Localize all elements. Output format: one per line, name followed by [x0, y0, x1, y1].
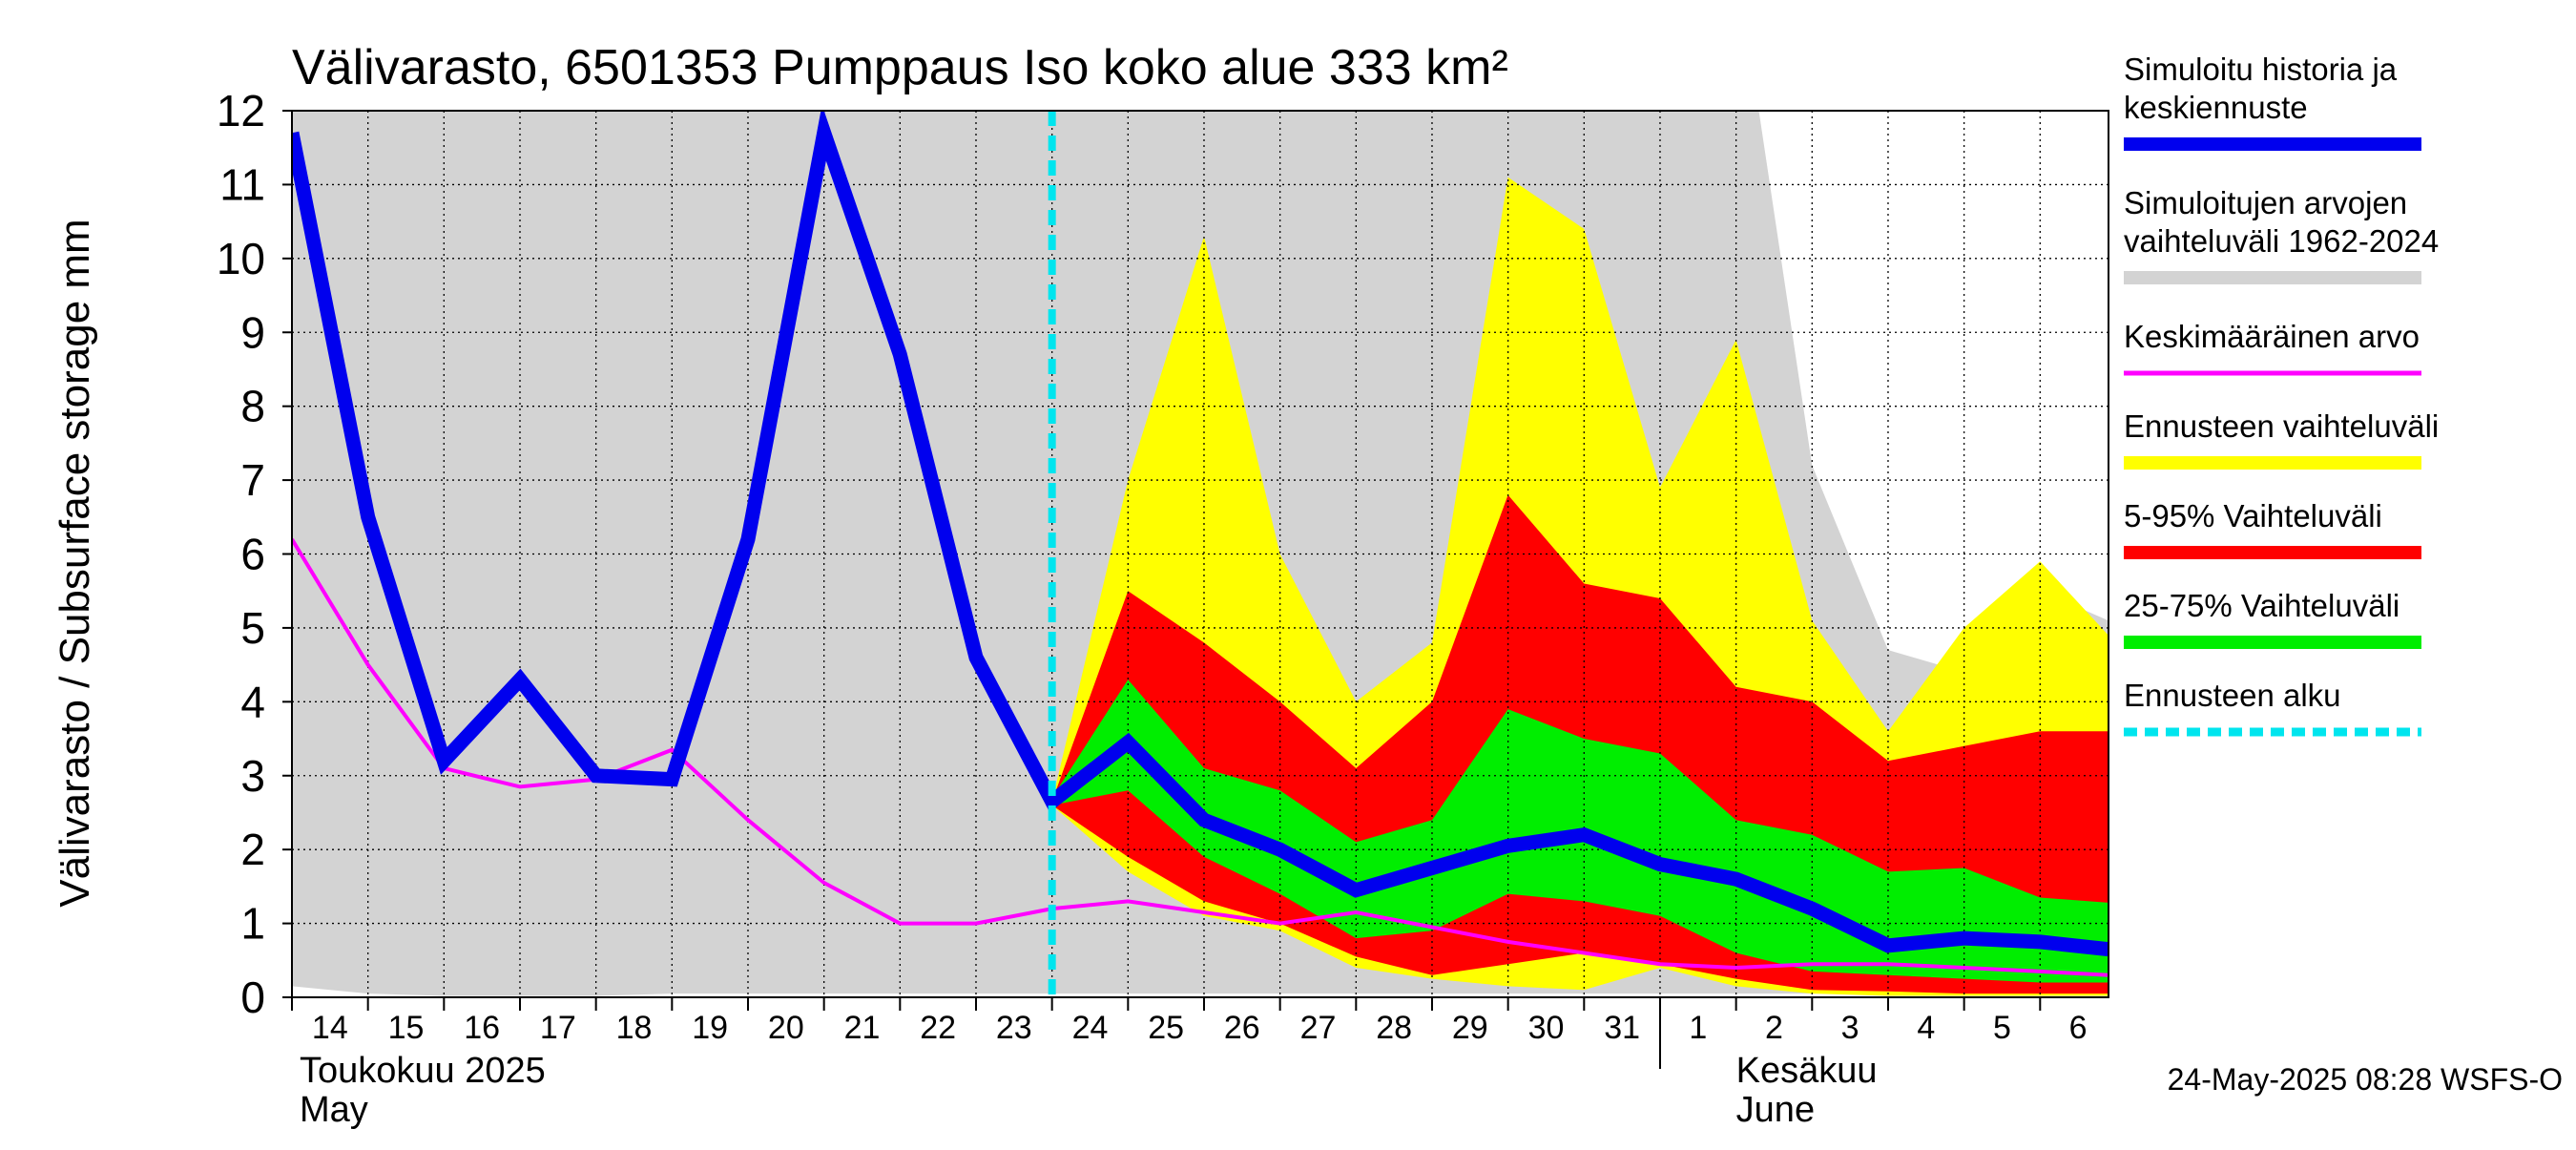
- y-tick-label: 8: [240, 382, 265, 431]
- legend-label: Simuloitujen arvojen: [2124, 185, 2407, 220]
- y-tick-label: 1: [240, 899, 265, 949]
- month-label-en: May: [300, 1090, 368, 1130]
- y-tick-label: 12: [217, 86, 265, 136]
- legend-label: Ennusteen alku: [2124, 678, 2341, 713]
- x-tick-label: 4: [1917, 1010, 1935, 1046]
- y-tick-label: 3: [240, 751, 265, 801]
- x-tick-label: 29: [1452, 1010, 1488, 1046]
- y-tick-label: 10: [217, 234, 265, 283]
- x-tick-label: 17: [540, 1010, 576, 1046]
- legend-label: Keskimääräinen arvo: [2124, 319, 2420, 354]
- x-tick-label: 19: [692, 1010, 728, 1046]
- x-tick-label: 25: [1148, 1010, 1184, 1046]
- x-tick-label: 27: [1300, 1010, 1337, 1046]
- legend-label: Ennusteen vaihteluväli: [2124, 408, 2439, 444]
- x-tick-label: 24: [1072, 1010, 1109, 1046]
- x-tick-label: 20: [768, 1010, 804, 1046]
- x-tick-label: 22: [920, 1010, 956, 1046]
- x-tick-label: 1: [1689, 1010, 1707, 1046]
- x-tick-label: 18: [616, 1010, 653, 1046]
- y-tick-label: 4: [240, 677, 265, 726]
- x-tick-label: 26: [1224, 1010, 1260, 1046]
- legend-label: 5-95% Vaihteluväli: [2124, 498, 2382, 533]
- y-tick-label: 2: [240, 825, 265, 874]
- x-tick-label: 16: [464, 1010, 500, 1046]
- y-tick-label: 5: [240, 603, 265, 653]
- x-tick-label: 2: [1765, 1010, 1783, 1046]
- series-line-simuloitu-historia-ja-keskiennuste: [292, 111, 2109, 957]
- x-tick-label: 28: [1376, 1010, 1412, 1046]
- x-tick-label: 23: [996, 1010, 1032, 1046]
- y-tick-label: 0: [240, 972, 265, 1022]
- legend-label: keskiennuste: [2124, 90, 2308, 125]
- x-tick-label: 31: [1604, 1010, 1640, 1046]
- month-label: Kesäkuu: [1736, 1051, 1878, 1091]
- legend-label: 25-75% Vaihteluväli: [2124, 588, 2399, 623]
- x-tick-label: 15: [388, 1010, 425, 1046]
- plot-content: [292, 111, 2109, 997]
- timestamp: 24-May-2025 08:28 WSFS-O: [2168, 1062, 2563, 1097]
- y-tick-label: 11: [219, 159, 265, 209]
- y-tick-label: 7: [240, 455, 265, 505]
- legend-label: Simuloitu historia ja: [2124, 52, 2398, 87]
- chart-title: Välivarasto, 6501353 Pumppaus Iso koko a…: [292, 40, 1508, 95]
- x-tick-label: 30: [1528, 1010, 1565, 1046]
- x-tick-label: 3: [1841, 1010, 1859, 1046]
- y-axis-label: Välivarasto / Subsurface storage mm: [52, 219, 98, 907]
- month-label: Toukokuu 2025: [300, 1051, 546, 1091]
- x-tick-label: 14: [312, 1010, 348, 1046]
- legend-label: vaihteluväli 1962-2024: [2124, 223, 2439, 259]
- month-label-en: June: [1736, 1090, 1815, 1130]
- y-tick-label: 9: [240, 307, 265, 357]
- x-tick-label: 21: [844, 1010, 881, 1046]
- y-tick-label: 6: [240, 530, 265, 579]
- x-tick-label: 6: [2069, 1010, 2088, 1046]
- x-tick-label: 5: [1993, 1010, 2011, 1046]
